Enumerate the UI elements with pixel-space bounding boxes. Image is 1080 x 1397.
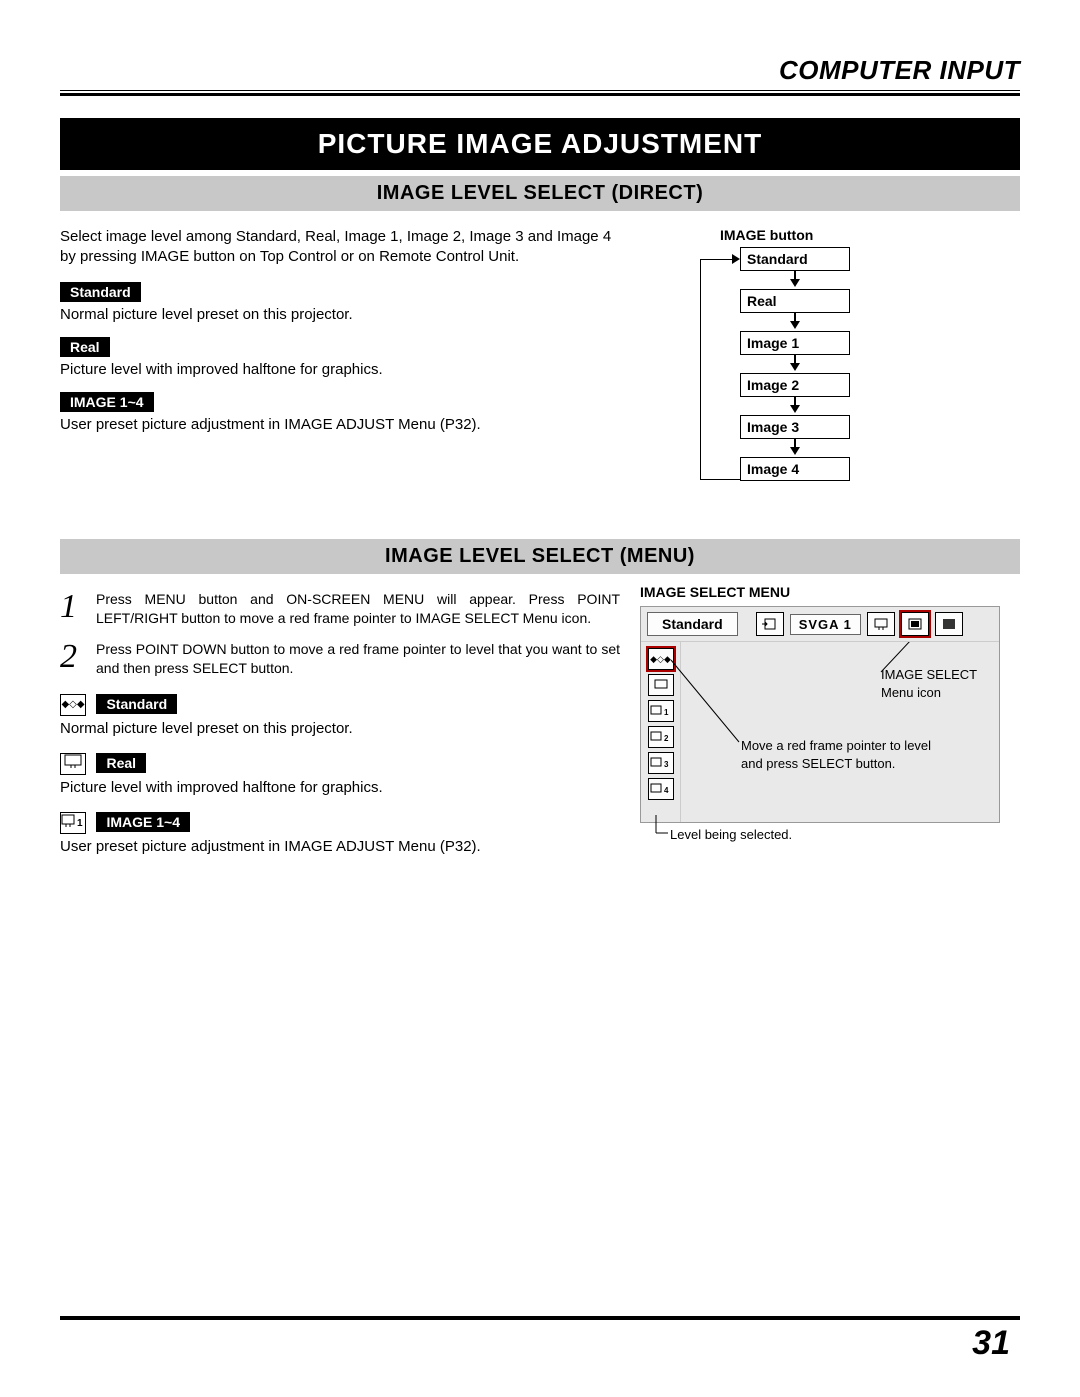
osd-panel: Standard SVGA 1 ◆◇◆ 1 2 3 4 (640, 606, 1000, 823)
flow-image1: Image 1 (740, 331, 850, 355)
step-1-text: Press MENU button and ON-SCREEN MENU wil… (96, 590, 620, 628)
footer-rule-thick (60, 1317, 1020, 1320)
tag-real-menu: Real (96, 753, 146, 773)
input-icon (756, 612, 784, 636)
side-img4-icon: 4 (648, 778, 674, 800)
osd-title: IMAGE SELECT MENU (640, 584, 1020, 600)
note-move-1: Move a red frame pointer to level (741, 737, 991, 755)
tag-standard-menu: Standard (96, 694, 177, 714)
image-button-title: IMAGE button (720, 227, 1020, 243)
direct-intro: Select image level among Standard, Real,… (60, 227, 620, 268)
step-2-num: 2 (60, 640, 82, 678)
adjust-icon (935, 612, 963, 636)
image-select-icon (901, 612, 929, 636)
svg-text:1: 1 (77, 818, 83, 829)
flow-image3: Image 3 (740, 415, 850, 439)
header-section: COMPUTER INPUT (60, 55, 1020, 86)
osd-caption: Level being selected. (670, 827, 1020, 842)
rule-thick (60, 93, 1020, 96)
desc-image14: User preset picture adjustment in IMAGE … (60, 416, 620, 433)
desc-standard-menu: Normal picture level preset on this proj… (60, 720, 620, 737)
flow-real: Real (740, 289, 850, 313)
tag-image14-menu: IMAGE 1~4 (96, 812, 190, 832)
heading-menu: IMAGE LEVEL SELECT (MENU) (60, 539, 1020, 574)
desc-real: Picture level with improved halftone for… (60, 361, 620, 378)
diamonds-icon: ◆◇◆ (60, 694, 86, 716)
desc-standard: Normal picture level preset on this proj… (60, 306, 620, 323)
page-number: 31 (972, 1324, 1010, 1363)
screen1-icon: 1 (60, 812, 86, 834)
note-move-2: and press SELECT button. (741, 755, 991, 773)
flow-image4: Image 4 (740, 457, 850, 481)
osd-current: Standard (647, 612, 738, 636)
screen-icon (60, 753, 86, 775)
tag-standard: Standard (60, 282, 141, 302)
flow-image2: Image 2 (740, 373, 850, 397)
osd-svga: SVGA 1 (790, 614, 861, 635)
flow-standard: Standard (740, 247, 850, 271)
image-button-flow: Standard Real Image 1 Image 2 Image 3 Im… (640, 247, 1020, 497)
pc-icon (867, 612, 895, 636)
svg-text:4: 4 (664, 786, 669, 795)
rule-thin (60, 90, 1020, 91)
heading-direct: IMAGE LEVEL SELECT (DIRECT) (60, 176, 1020, 211)
page-title: PICTURE IMAGE ADJUSTMENT (60, 118, 1020, 170)
desc-image14-menu: User preset picture adjustment in IMAGE … (60, 838, 620, 855)
step-1-num: 1 (60, 590, 82, 628)
tag-image14: IMAGE 1~4 (60, 392, 154, 412)
desc-real-menu: Picture level with improved halftone for… (60, 779, 620, 796)
tag-real: Real (60, 337, 110, 357)
step-2-text: Press POINT DOWN button to move a red fr… (96, 640, 620, 678)
